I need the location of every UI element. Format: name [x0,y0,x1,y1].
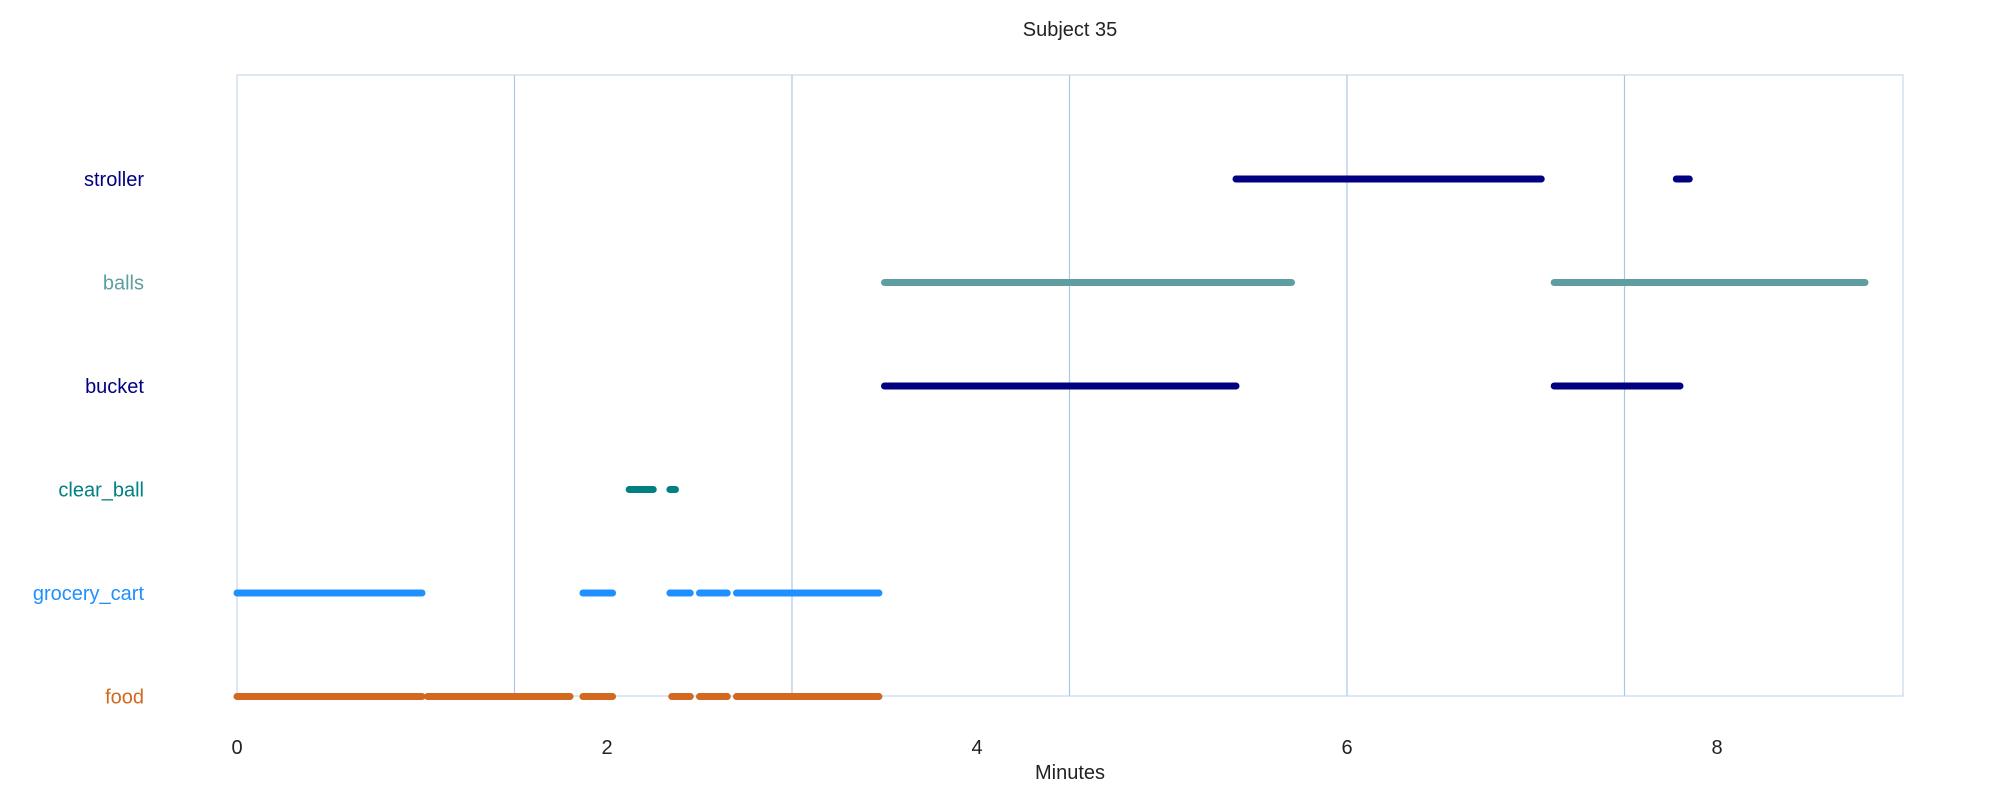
x-axis-ticks: 0 2 4 6 8 [231,737,1722,759]
category-label: clear_ball [58,480,144,502]
x-tick-label: 8 [1711,737,1722,759]
interval-bars [233,175,1869,700]
category-label: food [105,687,144,709]
category-label: grocery_cart [33,583,145,605]
x-axis-label: Minutes [1035,762,1105,784]
x-tick-label: 2 [601,737,612,759]
category-label: balls [103,273,144,295]
category-label: stroller [84,169,144,191]
x-tick-label: 0 [231,737,242,759]
category-labels: stroller balls bucket clear_ball grocery_car… [33,169,145,709]
chart-title: Subject 35 [1023,19,1118,41]
x-tick-label: 6 [1341,737,1352,759]
plot-frame [236,74,1904,697]
x-tick-label: 4 [971,737,982,759]
category-label: bucket [85,376,144,398]
